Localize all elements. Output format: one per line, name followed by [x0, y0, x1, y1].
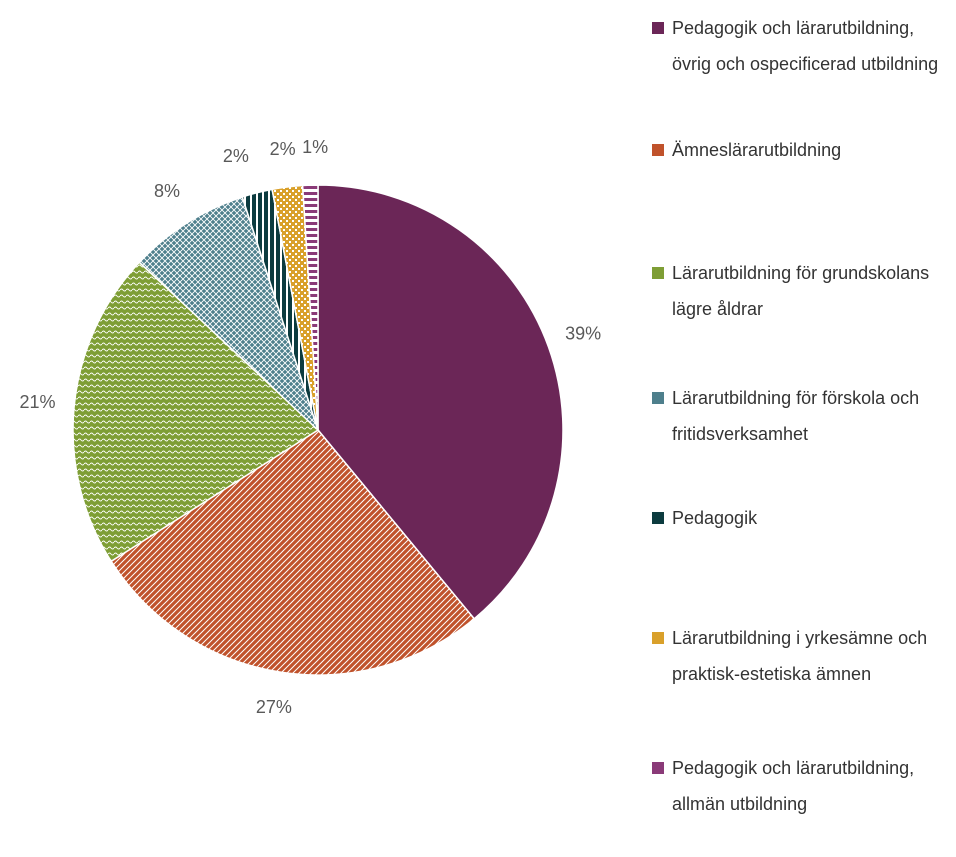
- legend-label: Lärarutbildning för förskola och fritids…: [672, 388, 920, 444]
- legend-label: Lärarutbildning för grundskolans lägre å…: [672, 263, 930, 319]
- legend-item: Ämneslärarutbildning: [652, 132, 952, 168]
- data-label: 8%: [154, 181, 180, 201]
- legend-label: Pedagogik och lärarutbildning, allmän ut…: [672, 758, 915, 814]
- legend-item: Lärarutbildning för grundskolans lägre å…: [652, 255, 952, 327]
- pie-slice: [110, 429, 476, 676]
- legend-label: Lärarutbildning i yrkesämne och praktisk…: [672, 628, 928, 684]
- legend-swatch: [652, 144, 664, 156]
- legend-label: Pedagogik: [672, 508, 758, 528]
- legend-swatch: [652, 22, 664, 34]
- legend-label: Ämneslärarutbildning: [672, 140, 842, 160]
- legend-swatch: [652, 632, 664, 644]
- data-label: 27%: [256, 697, 292, 717]
- legend-item: Pedagogik och lärarutbildning, allmän ut…: [652, 750, 952, 822]
- data-label: 2%: [270, 139, 296, 159]
- legend-swatch: [652, 392, 664, 404]
- data-label: 1%: [302, 137, 328, 157]
- legend-label: Pedagogik och lärarutbildning, övrig och…: [672, 18, 939, 74]
- pie-slice: [317, 184, 564, 620]
- legend-swatch: [652, 512, 664, 524]
- data-label: 21%: [19, 392, 55, 412]
- data-label: 2%: [223, 146, 249, 166]
- pie-slice: [138, 196, 319, 431]
- data-label: 39%: [565, 323, 601, 343]
- legend-item: Pedagogik och lärarutbildning, övrig och…: [652, 10, 952, 82]
- pie-slice: [301, 184, 319, 431]
- legend-item: Pedagogik: [652, 500, 952, 536]
- pie-slice: [72, 261, 320, 563]
- legend-swatch: [652, 762, 664, 774]
- legend-swatch: [652, 267, 664, 279]
- legend-item: Lärarutbildning i yrkesämne och praktisk…: [652, 620, 952, 692]
- legend-item: Lärarutbildning för förskola och fritids…: [652, 380, 952, 452]
